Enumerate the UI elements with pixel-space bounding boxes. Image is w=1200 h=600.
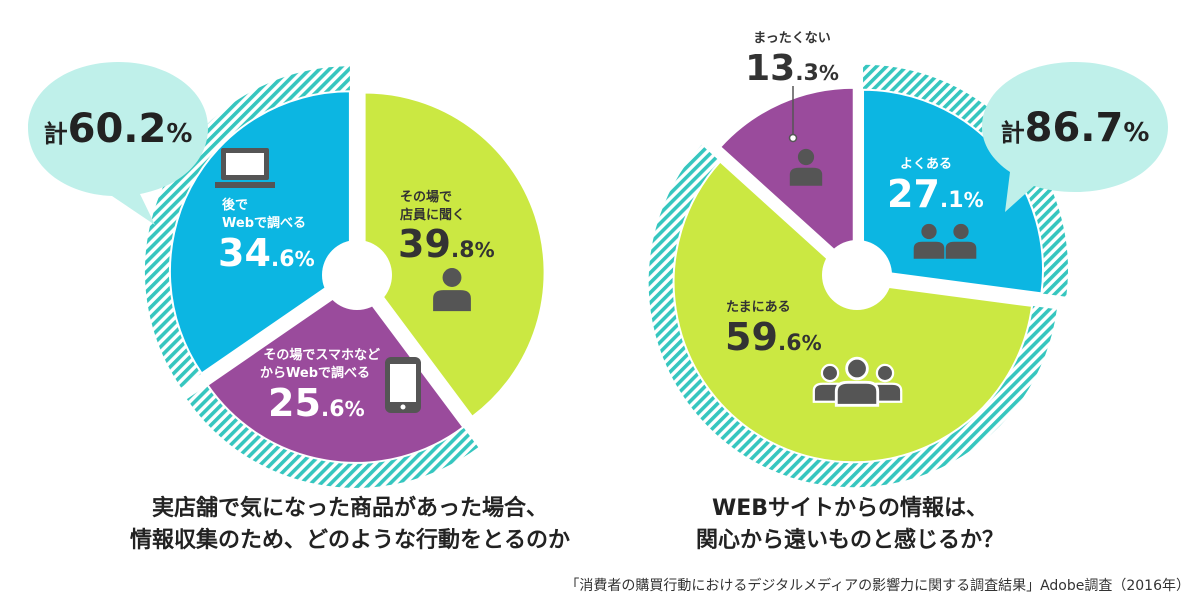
chart1-title-line2: 情報収集のため、どのような行動をとるのか — [130, 527, 570, 553]
chart2-icons — [789, 148, 977, 407]
chart1-title-line1: 実店舗で気になった商品があった場合、 — [152, 495, 548, 521]
chart2-center-hole — [822, 240, 892, 310]
chart1-slice-label-ask-staff: その場で 店員に聞く 39.8% — [398, 189, 495, 266]
leader-dot — [788, 133, 798, 143]
slice-label-line: たまにある — [726, 300, 791, 315]
slice-label-line: からWebで調べる — [260, 365, 370, 381]
callout-value: 計86.7% — [1001, 105, 1150, 151]
laptop-icon — [215, 148, 275, 188]
two-people-icon — [913, 223, 977, 259]
chart2-slice-label-never: まったくない 13.3% — [745, 31, 839, 143]
person-icon — [789, 148, 823, 186]
slice-value: 34.6% — [218, 231, 315, 275]
slice-label-line: Webで調べる — [222, 215, 306, 231]
chart2-slice-label-sometimes: たまにある 59.6% — [725, 300, 822, 359]
chart2-slice-1 — [672, 160, 1034, 464]
chart2-title-line2: 関心から遠いものと感じるか？ — [696, 527, 1004, 553]
chart1-total-callout: 計60.2% — [28, 62, 208, 225]
chart-web-relevance: よくある 27.1% たまにある 59.6% まったくない 13.3% 計8 — [648, 31, 1168, 553]
slice-label-line: その場で — [400, 189, 452, 205]
slice-value: 27.1% — [887, 172, 984, 216]
slice-value: 59.6% — [725, 315, 822, 359]
chart2-slices — [672, 86, 1045, 464]
callout-value: 計60.2% — [44, 106, 193, 152]
slice-label-line: 店員に聞く — [400, 207, 465, 223]
chart1-slices — [168, 90, 546, 464]
source-note: 「消費者の購買行動におけるデジタルメディアの影響力に関する調査結果」Adobe調… — [565, 577, 1190, 594]
chart1-slice-2 — [168, 90, 351, 375]
slice-label-line: 後で — [222, 197, 248, 213]
group-icon — [812, 356, 903, 407]
chart1-slice-0 — [363, 91, 546, 419]
chart2-slice-2 — [718, 86, 855, 270]
chart1-center-hole — [322, 240, 392, 310]
slice-value: 13.3% — [745, 48, 839, 89]
smartphone-icon — [385, 357, 421, 413]
chart1-slice-label-search-later: 後で Webで調べる 34.6% — [218, 197, 315, 275]
callout-bubble — [28, 62, 208, 225]
person-icon — [433, 268, 471, 312]
slice-label-line: その場でスマホなど — [263, 347, 380, 363]
chart1-icons — [215, 148, 471, 413]
chart1-slice-1 — [206, 281, 465, 464]
slice-label-line: よくある — [900, 157, 952, 172]
callout-bubble — [982, 62, 1168, 212]
chart-store-behavior: その場で 店員に聞く 39.8% その場でスマホなど からWebで調べる 25.… — [28, 62, 570, 553]
slice-value: 39.8% — [398, 222, 495, 266]
chart2-slice-label-often: よくある 27.1% — [887, 157, 984, 216]
chart2-title-line1: WEBサイトからの情報は、 — [712, 495, 988, 521]
chart1-slice-label-search-now: その場でスマホなど からWebで調べる 25.6% — [260, 347, 380, 425]
slice-value: 25.6% — [268, 381, 365, 425]
chart2-total-callout: 計86.7% — [982, 62, 1168, 212]
slice-label-line: まったくない — [753, 31, 830, 46]
